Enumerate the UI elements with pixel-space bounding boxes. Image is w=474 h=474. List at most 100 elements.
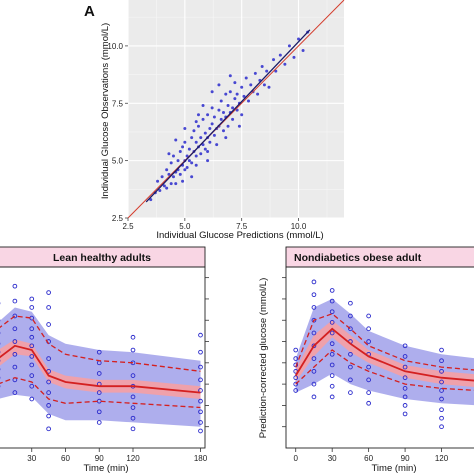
x-tick-label: 90 <box>401 454 410 463</box>
observed-point <box>311 343 317 349</box>
x-tick-label: 5.0 <box>179 222 191 231</box>
vpc-lean-panel: Lean healthy adults 30 60 90 120 180 Time (m… <box>0 246 209 474</box>
gof-y-axis-label: Individual Glucose Observations (mmol/L) <box>100 23 111 199</box>
data-point <box>219 117 223 121</box>
data-point <box>256 92 260 96</box>
observed-point <box>46 403 51 408</box>
data-point <box>190 161 194 165</box>
data-point <box>167 152 171 156</box>
observed-point <box>198 364 203 370</box>
observed-point <box>29 296 35 302</box>
obese-x-axis-label: Time (min) <box>371 463 416 474</box>
observed-point <box>46 322 51 327</box>
observed-point <box>402 386 408 391</box>
data-point <box>174 138 178 142</box>
data-point <box>240 113 244 117</box>
observed-point <box>402 364 408 370</box>
data-point <box>194 140 198 144</box>
observed-point <box>12 326 18 332</box>
gof-points <box>149 30 310 202</box>
data-point <box>274 69 278 73</box>
observed-point <box>348 390 353 395</box>
obese-x-ticks: 0 30 60 90 120 <box>293 448 449 463</box>
observed-point <box>198 409 203 415</box>
y-tick-label: 7.5 <box>112 99 124 108</box>
observed-point <box>29 343 35 349</box>
observed-point <box>293 381 299 387</box>
data-point <box>297 37 301 41</box>
data-point <box>160 175 164 179</box>
observed-point <box>12 283 18 289</box>
observed-point <box>29 396 35 402</box>
observed-point <box>311 394 317 400</box>
data-point <box>244 76 248 80</box>
observed-point <box>96 420 102 425</box>
observed-point <box>12 351 18 357</box>
data-point <box>208 127 212 131</box>
data-point <box>171 154 175 158</box>
data-point <box>187 147 191 151</box>
data-point <box>228 90 232 94</box>
observed-point <box>29 362 35 368</box>
data-point <box>165 186 169 190</box>
observed-point <box>130 373 136 378</box>
observed-point <box>96 349 102 355</box>
obese-y-axis-label: Prediction-corrected glucose (mmol/L) <box>258 278 269 439</box>
data-point <box>201 117 205 121</box>
x-tick-label: 120 <box>435 454 449 463</box>
data-point <box>190 175 194 179</box>
observed-point <box>366 326 371 332</box>
data-point <box>228 74 232 78</box>
observed-point <box>348 377 353 383</box>
observed-point <box>311 305 317 310</box>
x-tick-label: 60 <box>364 454 373 463</box>
observed-point <box>311 356 317 361</box>
observed-point <box>130 347 136 353</box>
data-point <box>224 136 228 140</box>
data-point <box>265 69 269 73</box>
gof-grid <box>127 0 344 219</box>
x-tick-label: 30 <box>328 454 337 463</box>
data-point <box>215 143 219 147</box>
observed-point <box>329 394 335 400</box>
lean-plot-frame <box>0 266 206 449</box>
data-point <box>217 108 221 112</box>
observed-point <box>198 349 203 355</box>
data-point <box>292 55 296 59</box>
observed-point <box>366 339 371 344</box>
data-point <box>233 81 237 85</box>
observed-point <box>46 426 51 432</box>
observed-point <box>130 426 136 432</box>
observed-point <box>293 375 299 381</box>
data-point <box>231 117 235 121</box>
data-point <box>272 58 276 62</box>
data-point <box>158 188 162 192</box>
observed-point <box>130 394 136 400</box>
observed-point <box>198 428 203 434</box>
observed-point <box>439 347 444 353</box>
x-tick-label: 180 <box>194 454 208 463</box>
observed-point <box>329 320 335 325</box>
data-point <box>210 106 214 110</box>
observed-point <box>439 388 444 393</box>
identity-line <box>127 0 345 219</box>
x-tick-label: 10.0 <box>291 222 307 231</box>
data-point <box>167 172 171 176</box>
x-tick-label: 2.5 <box>122 222 134 231</box>
observed-point <box>329 341 335 347</box>
observed-point <box>198 398 203 404</box>
data-point <box>174 182 178 186</box>
observed-point <box>402 411 408 417</box>
data-point <box>165 168 169 172</box>
data-point <box>194 154 198 158</box>
observed-point <box>348 326 353 332</box>
observed-point <box>96 409 102 415</box>
observed-point <box>329 330 335 336</box>
observed-point <box>29 334 35 340</box>
y-tick-label: 5.0 <box>112 157 124 166</box>
x-tick-label: 60 <box>61 454 70 463</box>
median-interval-band <box>0 339 201 399</box>
data-point <box>185 166 189 170</box>
observed-point <box>402 394 408 400</box>
data-point <box>169 182 173 186</box>
